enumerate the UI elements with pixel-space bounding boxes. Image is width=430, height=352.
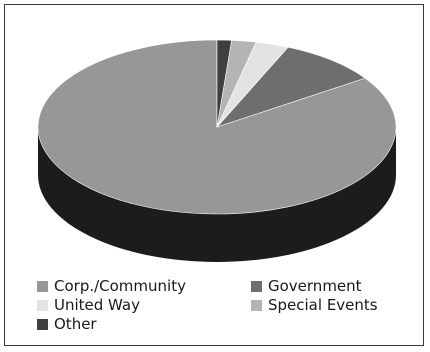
legend-swatch (251, 300, 262, 311)
pie-chart (37, 39, 397, 262)
legend-label: Other (54, 315, 97, 333)
legend-swatch (37, 281, 48, 292)
legend-item-government: Government (251, 277, 362, 296)
legend-label: Special Events (268, 296, 378, 314)
legend-label: Corp./Community (54, 277, 186, 295)
legend-label: Government (268, 277, 362, 295)
legend-swatch (37, 300, 48, 311)
chart-frame: Corp./Community Government United Way Sp… (4, 4, 424, 346)
pie-slice-government (216, 46, 366, 128)
legend-item-united-way: United Way (37, 296, 140, 315)
legend-swatch (251, 281, 262, 292)
legend-swatch (37, 319, 48, 330)
pie-top-slices (37, 39, 397, 215)
legend-label: United Way (54, 296, 140, 314)
legend-item-other: Other (37, 315, 97, 334)
legend-item-special-events: Special Events (251, 296, 378, 315)
legend-item-corp-community: Corp./Community (37, 277, 186, 296)
pie-slice-other (216, 39, 232, 128)
